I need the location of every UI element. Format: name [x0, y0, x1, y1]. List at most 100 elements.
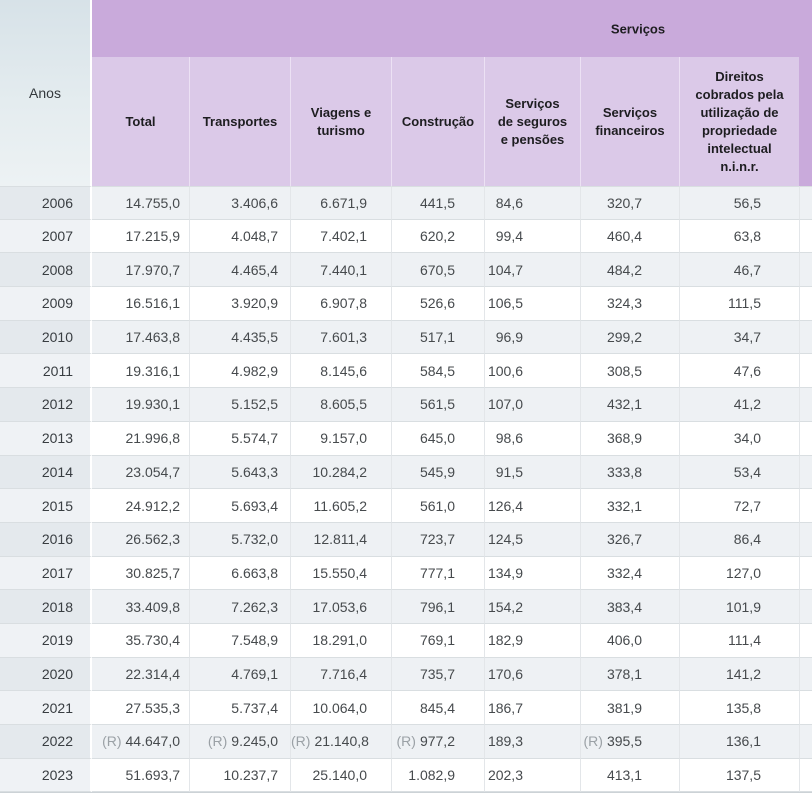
value-cell: 134,9	[484, 556, 580, 591]
edge-sliver-cell	[799, 556, 812, 591]
value-cell: 186,7	[484, 691, 580, 725]
servicos-group-label: Serviços	[610, 21, 666, 36]
value-cell: 24.912,2	[92, 489, 189, 523]
value-cell: 526,6	[391, 287, 484, 321]
value-cell: 104,7	[484, 253, 580, 288]
year-cell: 2014	[0, 455, 92, 490]
value-cell: 561,5	[391, 388, 484, 422]
table-row-2021: 2021 27.535,3 5.737,4 10.064,0 845,4 186,7 381…	[0, 691, 812, 725]
value-cell: (R) 44.647,0	[92, 725, 189, 759]
table-row-2007: 2007 17.215,9 4.048,7 7.402,1 620,2 99,4 460,4…	[0, 219, 812, 254]
table-row-2013: 2013 21.996,8 5.574,7 9.157,0 645,0 98,6 368,9…	[0, 421, 812, 456]
value-cell: 9.157,0	[290, 421, 391, 456]
value-cell: 6.663,8	[189, 556, 290, 591]
servicos-group-header: Serviços	[92, 0, 799, 57]
table-row-2023: 2023 51.693,7 10.237,7 25.140,0 1.082,9 202,3…	[0, 758, 812, 793]
value-cell: 5.574,7	[189, 421, 290, 456]
value-cell: 63,8	[679, 219, 799, 254]
value-cell: 84,6	[484, 186, 580, 220]
value-cell: 5.737,4	[189, 691, 290, 725]
value-cell: (R) 395,5	[580, 725, 679, 759]
value-cell: 141,2	[679, 657, 799, 692]
value-cell: 17.053,6	[290, 590, 391, 624]
value-cell: 19.930,1	[92, 388, 189, 422]
value-cell: 26.562,3	[92, 522, 189, 557]
edge-sliver-cell	[799, 219, 812, 254]
value-cell: 56,5	[679, 186, 799, 220]
value-cell: 670,5	[391, 253, 484, 288]
value-cell: 777,1	[391, 556, 484, 591]
value-cell: 7.402,1	[290, 219, 391, 254]
edge-sliver-cell	[799, 725, 812, 759]
value-cell: 135,8	[679, 691, 799, 725]
table-row-2019: 2019 35.730,4 7.548,9 18.291,0 769,1 182,9 406…	[0, 623, 812, 658]
value-cell: 460,4	[580, 219, 679, 254]
value-cell: 4.769,1	[189, 657, 290, 692]
value-cell: 561,0	[391, 489, 484, 523]
value-cell: 1.082,9	[391, 758, 484, 793]
year-cell: 2009	[0, 287, 92, 321]
value-cell: 15.550,4	[290, 556, 391, 591]
value-cell: 332,1	[580, 489, 679, 523]
edge-sliver-cell	[799, 320, 812, 355]
value-cell: 381,9	[580, 691, 679, 725]
value-cell: 124,5	[484, 522, 580, 557]
value-cell: 51.693,7	[92, 758, 189, 793]
table-row-2014: 2014 23.054,7 5.643,3 10.284,2 545,9 91,5 333,…	[0, 455, 812, 490]
year-cell: 2021	[0, 691, 92, 725]
value-cell: 22.314,4	[92, 657, 189, 692]
value-cell: 137,5	[679, 758, 799, 793]
value-cell: 11.605,2	[290, 489, 391, 523]
value-cell: (R) 21.140,8	[290, 725, 391, 759]
value-cell: 6.671,9	[290, 186, 391, 220]
value-cell: 10.237,7	[189, 758, 290, 793]
value-cell: 7.440,1	[290, 253, 391, 288]
value-cell: 86,4	[679, 522, 799, 557]
value-cell: 111,5	[679, 287, 799, 321]
edge-sliver-cell	[799, 388, 812, 422]
value-cell: 645,0	[391, 421, 484, 456]
value-cell: 324,3	[580, 287, 679, 321]
value-cell: 308,5	[580, 354, 679, 389]
value-cell: 35.730,4	[92, 623, 189, 658]
value-cell: 584,5	[391, 354, 484, 389]
value-cell: 6.907,8	[290, 287, 391, 321]
year-cell: 2012	[0, 388, 92, 422]
edge-sliver-cell	[799, 354, 812, 389]
table-body: 2006 14.755,0 3.406,6 6.671,9 441,5 84,6 320,7…	[0, 186, 812, 793]
value-cell: 620,2	[391, 219, 484, 254]
value-cell: 769,1	[391, 623, 484, 658]
table-row-2022: 2022 (R) 44.647,0 (R) 9.245,0 (R) 21.140,8 (R) 9…	[0, 725, 812, 759]
value-cell: 8.605,5	[290, 388, 391, 422]
year-cell: 2017	[0, 556, 92, 591]
value-cell: 34,0	[679, 421, 799, 456]
value-cell: 796,1	[391, 590, 484, 624]
column-header-4: Construção	[391, 57, 484, 186]
value-cell: (R) 977,2	[391, 725, 484, 759]
table-row-2012: 2012 19.930,1 5.152,5 8.605,5 561,5 107,0 432,…	[0, 388, 812, 422]
value-cell: 5.693,4	[189, 489, 290, 523]
value-cell: 7.716,4	[290, 657, 391, 692]
table-row-2010: 2010 17.463,8 4.435,5 7.601,3 517,1 96,9 299,2…	[0, 320, 812, 355]
edge-sliver-cell	[799, 623, 812, 658]
revised-marker: (R)	[291, 733, 311, 750]
value-cell: 99,4	[484, 219, 580, 254]
edge-sliver-cell	[799, 489, 812, 523]
table-row-2017: 2017 30.825,7 6.663,8 15.550,4 777,1 134,9 332…	[0, 556, 812, 591]
value-cell: 30.825,7	[92, 556, 189, 591]
table-row-2020: 2020 22.314,4 4.769,1 7.716,4 735,7 170,6 378,…	[0, 657, 812, 692]
year-cell: 2016	[0, 522, 92, 557]
value-cell: 368,9	[580, 421, 679, 456]
value-cell: 18.291,0	[290, 623, 391, 658]
table-row-2006: 2006 14.755,0 3.406,6 6.671,9 441,5 84,6 320,7…	[0, 186, 812, 220]
value-cell: 5.152,5	[189, 388, 290, 422]
value-cell: 202,3	[484, 758, 580, 793]
table-row-2009: 2009 16.516,1 3.920,9 6.907,8 526,6 106,5 324,…	[0, 287, 812, 321]
value-cell: 170,6	[484, 657, 580, 692]
value-cell: 96,9	[484, 320, 580, 355]
year-cell: 2007	[0, 219, 92, 254]
year-cell: 2018	[0, 590, 92, 624]
table-right-edge-sliver	[799, 0, 812, 186]
value-cell: 545,9	[391, 455, 484, 490]
